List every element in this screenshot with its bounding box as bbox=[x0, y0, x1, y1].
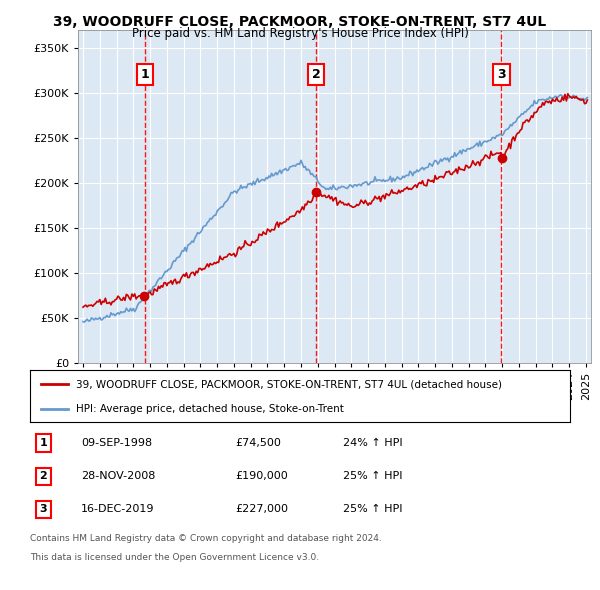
Text: HPI: Average price, detached house, Stoke-on-Trent: HPI: Average price, detached house, Stok… bbox=[76, 404, 344, 414]
Text: 1: 1 bbox=[40, 438, 47, 448]
Text: 39, WOODRUFF CLOSE, PACKMOOR, STOKE-ON-TRENT, ST7 4UL: 39, WOODRUFF CLOSE, PACKMOOR, STOKE-ON-T… bbox=[53, 15, 547, 29]
Text: 16-DEC-2019: 16-DEC-2019 bbox=[82, 504, 155, 514]
Text: £227,000: £227,000 bbox=[235, 504, 288, 514]
Text: 24% ↑ HPI: 24% ↑ HPI bbox=[343, 438, 403, 448]
Text: Contains HM Land Registry data © Crown copyright and database right 2024.: Contains HM Land Registry data © Crown c… bbox=[30, 534, 382, 543]
Text: Price paid vs. HM Land Registry's House Price Index (HPI): Price paid vs. HM Land Registry's House … bbox=[131, 27, 469, 40]
Text: 25% ↑ HPI: 25% ↑ HPI bbox=[343, 471, 403, 481]
Text: £74,500: £74,500 bbox=[235, 438, 281, 448]
Text: 2: 2 bbox=[312, 68, 320, 81]
Text: 1: 1 bbox=[140, 68, 149, 81]
Text: 2: 2 bbox=[40, 471, 47, 481]
Text: 3: 3 bbox=[497, 68, 506, 81]
Text: £190,000: £190,000 bbox=[235, 471, 288, 481]
Text: 09-SEP-1998: 09-SEP-1998 bbox=[82, 438, 152, 448]
Text: 28-NOV-2008: 28-NOV-2008 bbox=[82, 471, 155, 481]
Text: This data is licensed under the Open Government Licence v3.0.: This data is licensed under the Open Gov… bbox=[30, 553, 319, 562]
Text: 3: 3 bbox=[40, 504, 47, 514]
Text: 25% ↑ HPI: 25% ↑ HPI bbox=[343, 504, 403, 514]
Text: 39, WOODRUFF CLOSE, PACKMOOR, STOKE-ON-TRENT, ST7 4UL (detached house): 39, WOODRUFF CLOSE, PACKMOOR, STOKE-ON-T… bbox=[76, 379, 502, 389]
